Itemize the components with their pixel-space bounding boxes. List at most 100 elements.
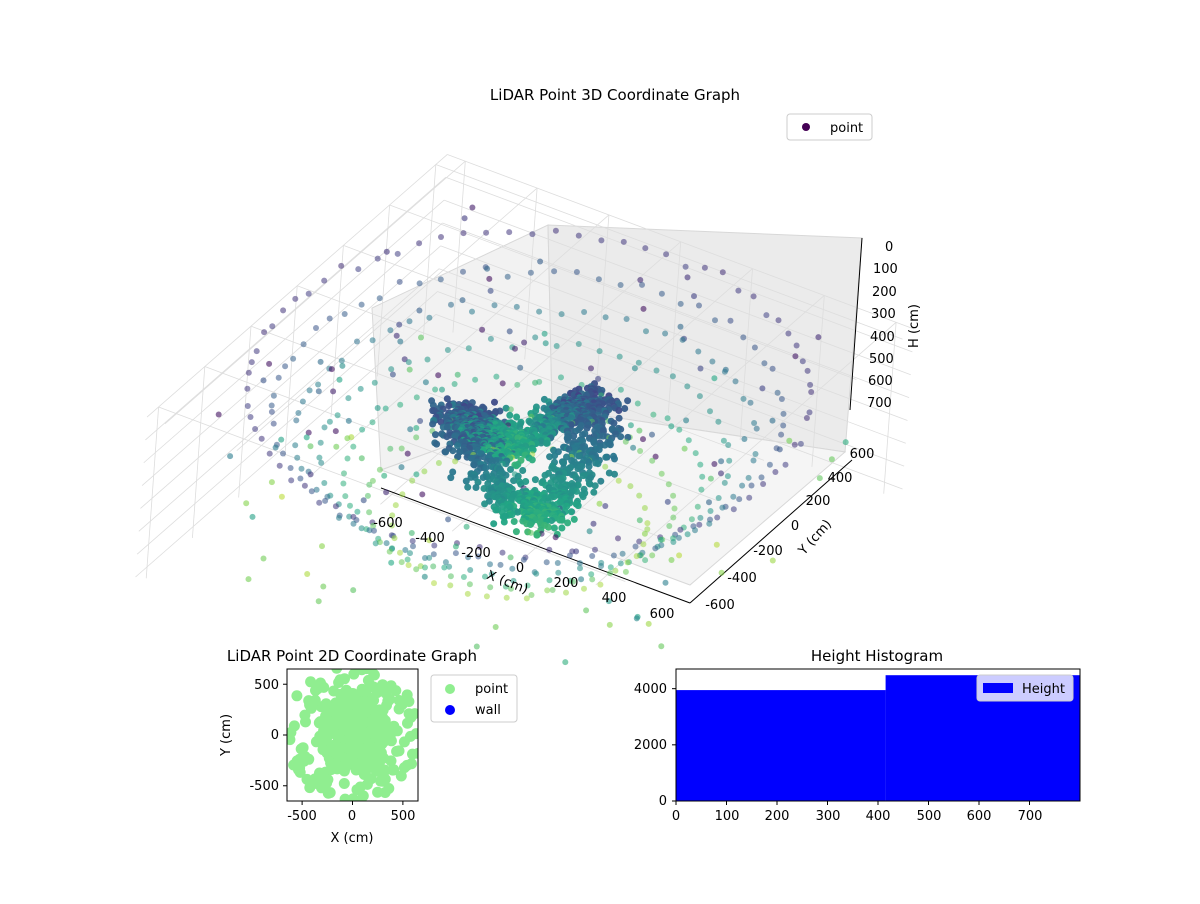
- grid-line: [284, 285, 298, 458]
- point-3d: [641, 530, 648, 537]
- point-3d: [578, 576, 585, 583]
- point-3d: [709, 358, 716, 365]
- point-3d: [413, 394, 420, 401]
- point-3d: [644, 526, 651, 533]
- point-3d: [611, 455, 618, 463]
- point-3d: [558, 524, 566, 532]
- grid-line: [667, 241, 682, 414]
- point-3d: [740, 334, 747, 341]
- point-3d: [649, 431, 655, 438]
- point-3d: [407, 550, 413, 557]
- point-3d: [752, 451, 759, 457]
- point-3d: [298, 465, 305, 472]
- point-3d: [490, 520, 498, 528]
- point-3d: [294, 454, 301, 461]
- x-tick-label: 100: [715, 809, 740, 824]
- point-3d: [594, 460, 602, 468]
- point-3d: [483, 229, 490, 236]
- point-3d: [253, 348, 260, 355]
- point-3d: [488, 457, 496, 465]
- point-2d: [357, 790, 369, 801]
- point-3d: [523, 595, 530, 602]
- point-3d: [510, 577, 517, 584]
- point-3d: [409, 477, 416, 484]
- point-2d: [367, 704, 379, 716]
- point-2d: [385, 755, 397, 767]
- point-3d: [398, 445, 405, 452]
- point-3d: [590, 520, 597, 527]
- point-3d: [249, 513, 256, 520]
- point-3d: [842, 439, 849, 446]
- point-3d: [295, 410, 302, 416]
- legend-2d-label-wall: wall: [475, 703, 501, 718]
- point-3d: [512, 528, 520, 536]
- point-3d: [416, 280, 423, 287]
- point-2d: [370, 682, 382, 694]
- legend-histogram-label: Height: [1022, 682, 1065, 697]
- point-3d: [681, 445, 688, 452]
- point-3d: [387, 445, 394, 452]
- point-2d: [318, 724, 330, 736]
- point-3d: [543, 439, 551, 447]
- point-3d: [537, 439, 545, 447]
- point-3d: [330, 388, 337, 395]
- point-3d: [315, 381, 322, 388]
- grid-line: [145, 406, 159, 579]
- point-3d: [318, 459, 325, 466]
- point-3d: [778, 396, 785, 402]
- point-3d: [308, 488, 315, 495]
- point-3d: [506, 229, 513, 236]
- point-3d: [430, 563, 437, 570]
- point-3d: [366, 527, 373, 534]
- point-3d: [630, 444, 637, 451]
- point-3d: [750, 293, 757, 300]
- point-3d: [215, 411, 222, 418]
- y-tick-label: 600: [850, 447, 875, 462]
- point-3d: [642, 245, 649, 252]
- point-3d: [637, 277, 644, 283]
- point-3d: [554, 560, 561, 566]
- point-3d: [341, 311, 348, 317]
- point-3d: [461, 215, 468, 222]
- point-3d: [527, 521, 534, 528]
- grid-line: [811, 295, 825, 467]
- grid-line: [435, 164, 903, 340]
- point-3d: [766, 461, 773, 468]
- point-3d: [664, 498, 671, 505]
- point-3d: [342, 493, 349, 500]
- x-axis-line: [380, 487, 691, 604]
- point-3d: [669, 373, 676, 380]
- point-3d: [278, 436, 285, 443]
- point-3d: [721, 368, 728, 375]
- point-2d: [358, 769, 370, 780]
- point-3d: [528, 592, 535, 598]
- point-3d: [665, 481, 672, 488]
- point-3d: [421, 573, 428, 580]
- point-3d: [472, 484, 480, 491]
- point-3d: [502, 583, 509, 590]
- point-3d: [649, 552, 656, 559]
- point-3d: [706, 520, 713, 527]
- point-3d: [416, 307, 423, 314]
- point-3d: [388, 559, 395, 566]
- point-3d: [544, 523, 552, 531]
- point-3d: [444, 347, 451, 353]
- point-2d: [315, 677, 326, 689]
- point-3d: [606, 621, 613, 628]
- point-3d: [544, 587, 551, 594]
- point-3d: [537, 258, 544, 265]
- point-3d: [528, 529, 534, 536]
- point-3d: [591, 482, 599, 490]
- point-3d: [492, 506, 500, 514]
- point-3d: [486, 275, 493, 282]
- point-3d: [692, 527, 698, 534]
- point-3d: [610, 419, 618, 427]
- point-3d: [615, 535, 621, 542]
- point-3d: [615, 414, 623, 422]
- point-3d: [336, 514, 342, 521]
- point-3d: [432, 386, 439, 393]
- point-3d: [319, 543, 325, 550]
- point-3d: [645, 620, 652, 627]
- point-3d: [679, 336, 686, 343]
- point-3d: [475, 553, 482, 560]
